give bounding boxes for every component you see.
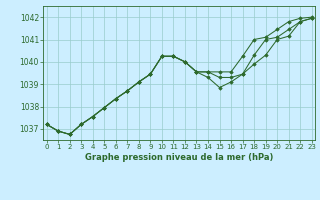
X-axis label: Graphe pression niveau de la mer (hPa): Graphe pression niveau de la mer (hPa): [85, 153, 273, 162]
